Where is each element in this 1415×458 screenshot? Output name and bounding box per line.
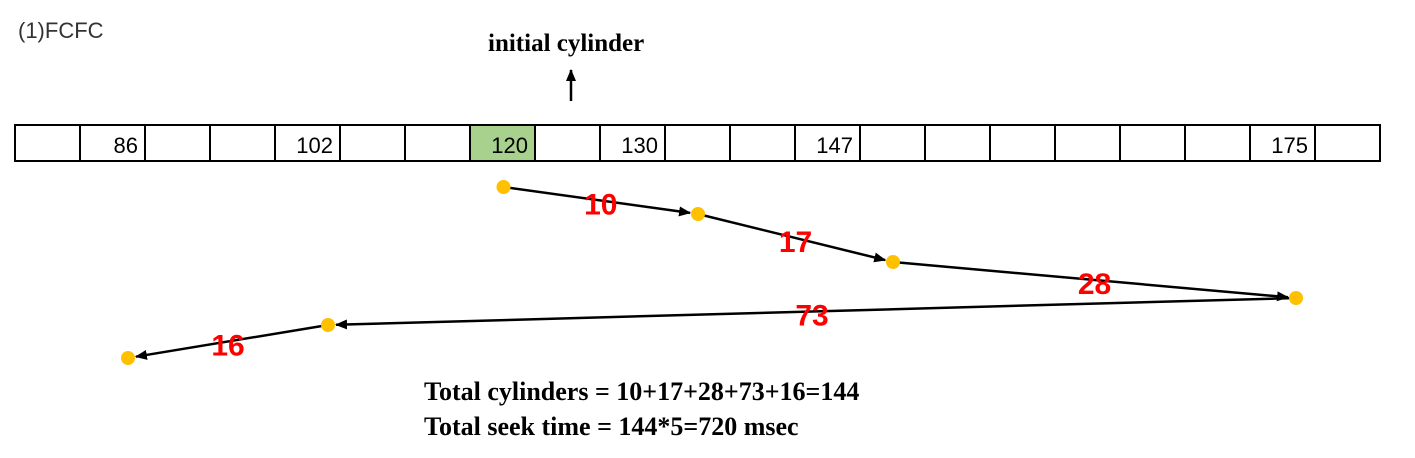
cylinder-label: 86 [113,133,138,158]
seek-arrow [892,260,1290,302]
cylinder-label: 102 [296,133,333,158]
total-seek-time-text: Total seek time = 144*5=720 msec [424,412,799,441]
cylinder-cell-86: 86 [81,126,146,160]
seek-arrow [134,323,329,360]
head-position-point [321,318,335,332]
initial-cylinder-label: initial cylinder [488,30,645,57]
cylinder-label: 120 [491,133,528,158]
seek-arrow [697,212,887,263]
cylinder-cell [1186,126,1251,160]
cylinder-cell [406,126,471,160]
cylinder-cell [341,126,406,160]
summary-block: Total cylinders = 10+17+28+73+16=144 Tot… [424,374,859,444]
seek-arrow [503,185,692,217]
head-position-point [496,180,511,194]
head-position-point [691,207,705,221]
cylinder-cell-147: 147 [796,126,861,160]
cylinder-cell [16,126,81,160]
seek-distance-label: 73 [795,300,828,333]
cylinder-cell [1121,126,1186,160]
cylinder-cell [731,126,796,160]
cylinder-label: 175 [1271,133,1308,158]
seek-distance-label: 17 [779,226,812,259]
cylinder-cell [926,126,991,160]
cylinder-cell [536,126,601,160]
cylinder-cell-102: 102 [276,126,341,160]
seek-arrow [334,296,1297,330]
cylinder-cell-175: 175 [1251,126,1316,160]
cylinder-strip: 86 102 120 130 147 175 [14,124,1381,162]
total-cylinders-text: Total cylinders = 10+17+28+73+16=144 [424,377,860,406]
cylinder-label: 130 [621,133,658,158]
cylinder-cell [1056,126,1121,160]
head-position-point [886,255,900,269]
cylinder-cell [211,126,276,160]
cylinder-cell [666,126,731,160]
seek-distance-label: 28 [1078,268,1111,301]
cylinder-cell-120: 120 [471,126,536,160]
head-position-point [1289,291,1303,305]
diagram-title: (1)FCFC [18,18,104,43]
seek-distance-label: 16 [211,330,244,363]
cylinder-cell [1316,126,1381,160]
cylinder-cell [861,126,926,160]
head-position-point [121,351,135,365]
cylinder-cell [991,126,1056,160]
cylinder-cell [146,126,211,160]
cylinder-cell-130: 130 [601,126,666,160]
cylinder-label: 147 [816,133,853,158]
seek-distance-label: 10 [584,189,617,222]
